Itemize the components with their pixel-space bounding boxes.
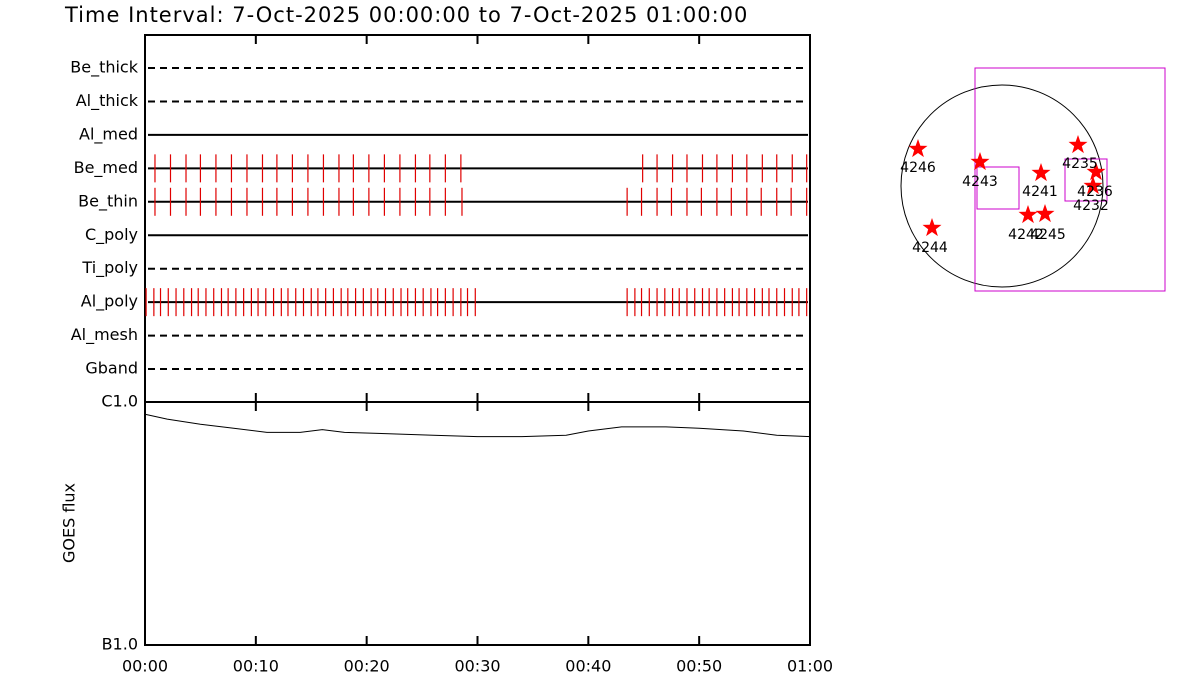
- row-label: Ti_poly: [81, 258, 138, 278]
- x-tick-label: 00:00: [122, 657, 168, 676]
- region-label: 4243: [962, 174, 998, 190]
- region-label: 4241: [1022, 184, 1058, 200]
- region-label: 4236: [1077, 184, 1113, 200]
- x-tick-label: 00:20: [344, 657, 390, 676]
- region-label: 4235: [1062, 156, 1098, 172]
- goes-curve: [144, 413, 811, 438]
- region-label: 4246: [900, 160, 936, 176]
- y-tick-label: C1.0: [101, 392, 138, 411]
- region-star: [1035, 204, 1055, 223]
- region-star: [1031, 163, 1051, 182]
- row-label: Be_thick: [70, 58, 138, 78]
- region-label: 4245: [1030, 227, 1066, 243]
- row-label: Gband: [85, 359, 138, 378]
- row-label: Al_thick: [76, 91, 139, 111]
- x-tick-label: 00:50: [676, 657, 722, 676]
- title: Time Interval: 7-Oct-2025 00:00:00 to 7-…: [64, 3, 748, 27]
- x-tick-label: 00:40: [565, 657, 611, 676]
- x-tick-label: 00:10: [233, 657, 279, 676]
- x-tick-label: 01:00: [787, 657, 833, 676]
- row-label: Be_med: [74, 158, 138, 178]
- region-star: [1018, 205, 1038, 224]
- y-tick-label: B1.0: [102, 635, 138, 654]
- row-label: Al_mesh: [71, 325, 138, 345]
- sun-map: 4246 4243 4241 4235 4236 4232 4242 4245 …: [900, 67, 1166, 292]
- solar-disk: [900, 84, 1104, 288]
- region-label: 4232: [1073, 198, 1109, 214]
- plot-frame: [144, 34, 811, 646]
- region-star: [922, 218, 942, 237]
- field-of-view: [974, 67, 1166, 292]
- region-star: [1068, 135, 1088, 154]
- row-label: Al_med: [79, 124, 138, 144]
- row-label: C_poly: [85, 225, 138, 245]
- y-axis-label: GOES flux: [60, 483, 79, 563]
- field-of-view: [1064, 158, 1108, 202]
- region-label: 4242: [1008, 227, 1044, 243]
- row-label: Al_poly: [81, 292, 138, 312]
- region-label: 4244: [912, 240, 948, 256]
- field-of-view: [976, 166, 1020, 210]
- x-tick-label: 00:30: [454, 657, 500, 676]
- row-label: Be_thin: [78, 191, 138, 211]
